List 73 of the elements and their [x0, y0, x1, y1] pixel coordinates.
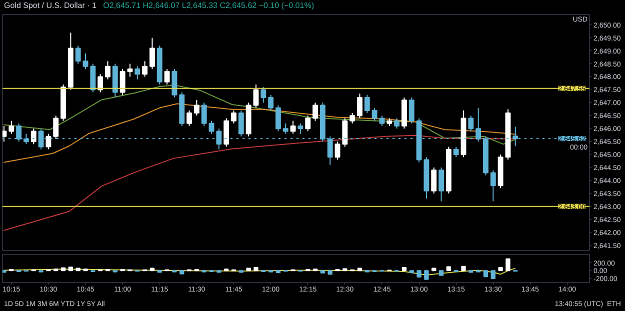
candlestick: [490, 170, 496, 202]
candlestick: [372, 107, 378, 122]
bar: [357, 268, 362, 272]
candlestick: [268, 94, 274, 111]
candlestick: [2, 126, 7, 142]
candlestick: [120, 68, 126, 96]
line-series: [3, 134, 517, 232]
candlestick: [350, 112, 356, 124]
bar: [76, 268, 80, 272]
candlestick: [357, 93, 362, 119]
candlestick: [260, 86, 266, 104]
candlestick: [134, 66, 140, 80]
candlestick: [208, 120, 214, 134]
bar: [424, 270, 429, 280]
candlestick: [231, 110, 236, 124]
bar: [328, 270, 332, 275]
candlestick: [194, 100, 200, 116]
candlestick: [53, 115, 59, 140]
candlestick: [224, 118, 230, 148]
candlestick: [453, 146, 459, 158]
candlestick: [394, 118, 400, 130]
candlestick: [379, 115, 385, 127]
candlestick: [98, 74, 104, 93]
bar: [461, 266, 466, 272]
candlestick: [305, 115, 311, 132]
bar: [68, 266, 74, 272]
candlestick: [127, 63, 133, 78]
candlestick: [164, 68, 170, 86]
line-series: [3, 268, 516, 276]
candlestick: [312, 102, 318, 122]
bar: [490, 270, 496, 280]
candlestick: [8, 120, 14, 134]
bar: [498, 267, 503, 272]
candlestick: [105, 60, 110, 80]
bar: [320, 270, 326, 274]
bar: [180, 270, 184, 274]
candlestick: [438, 167, 444, 202]
chart-subtitle: O2,645.71 H2,646.07 L2,645.33 C2,645.62 −0.10 (−0.01%): [103, 1, 314, 10]
chart-title: Gold Spot / U.S. Dollar · 1: [4, 1, 96, 10]
candlestick: [298, 122, 304, 134]
bar: [150, 268, 155, 272]
candlestick: [431, 167, 437, 194]
candlestick: [290, 120, 296, 134]
candlestick: [186, 110, 192, 127]
candlestick: [201, 102, 207, 127]
candlestick: [90, 63, 96, 93]
candlestick: [149, 37, 155, 70]
line-series: [3, 84, 517, 145]
candlestick: [82, 52, 88, 70]
candlestick: [468, 115, 474, 132]
candlestick: [142, 60, 148, 78]
candlestick: [172, 68, 178, 98]
bar: [446, 266, 452, 272]
bar: [60, 267, 66, 272]
bar: [432, 268, 436, 272]
candlestick: [342, 118, 348, 148]
bar: [438, 270, 444, 276]
candlestick: [46, 133, 52, 150]
bar: [416, 270, 422, 278]
bar: [402, 267, 407, 272]
bar: [483, 270, 488, 278]
candlestick: [253, 84, 259, 108]
candlestick: [334, 141, 340, 160]
candlestick: [364, 94, 370, 114]
candlestick: [30, 128, 36, 145]
bar: [506, 258, 510, 272]
candlestick: [238, 110, 244, 137]
candlestick: [75, 45, 81, 64]
candlestick: [282, 122, 288, 134]
candlestick: [275, 104, 281, 132]
candlestick: [408, 96, 414, 124]
bar: [254, 267, 258, 272]
bar: [246, 268, 251, 272]
